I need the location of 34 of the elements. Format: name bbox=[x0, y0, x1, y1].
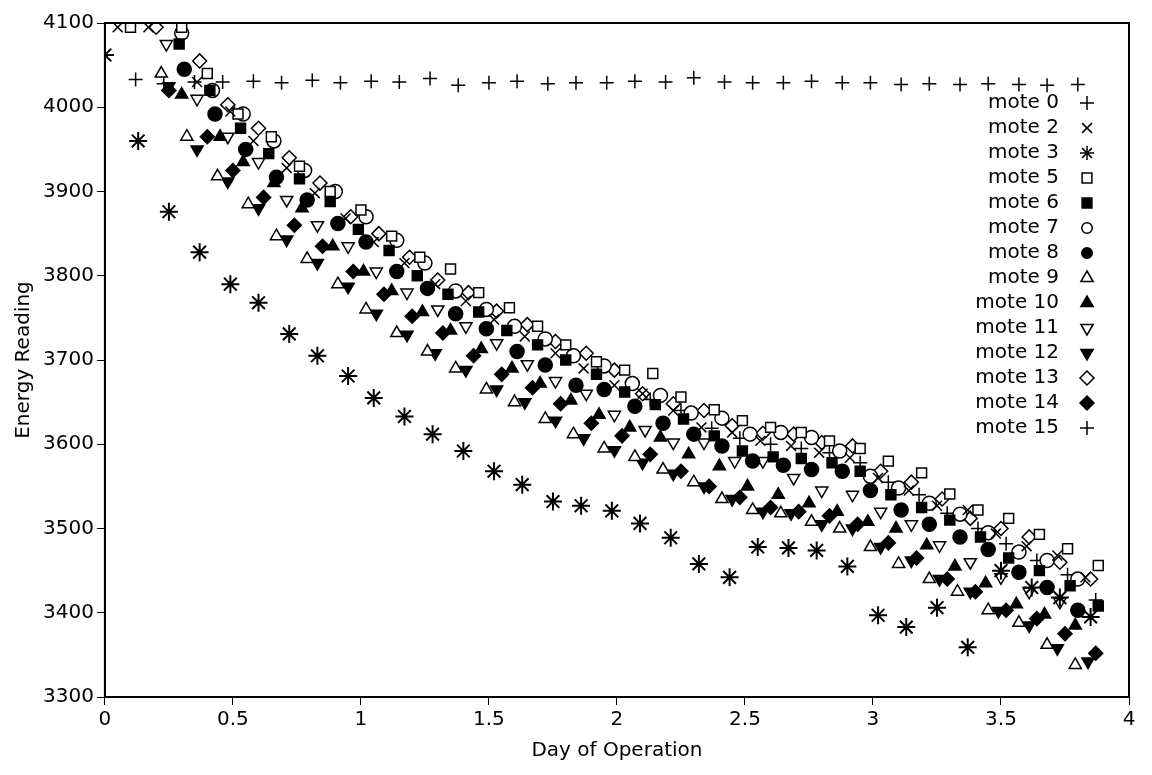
legend-label: mote 11 bbox=[975, 314, 1059, 339]
legend-label: mote 3 bbox=[988, 139, 1059, 164]
legend-label: mote 8 bbox=[988, 239, 1059, 264]
y-axis-title: Energy Reading bbox=[10, 281, 35, 439]
x-axis-title: Day of Operation bbox=[531, 737, 703, 762]
x-tick-label: 2.5 bbox=[729, 706, 761, 731]
legend-label: mote 14 bbox=[975, 389, 1059, 414]
y-tick-label: 3300 bbox=[42, 683, 94, 708]
y-tick-label: 3700 bbox=[42, 346, 94, 371]
y-tick-label: 3500 bbox=[42, 514, 94, 539]
legend-label: mote 0 bbox=[988, 89, 1059, 114]
legend-label: mote 13 bbox=[975, 364, 1059, 389]
legend-label: mote 2 bbox=[988, 114, 1059, 139]
y-tick-label: 4000 bbox=[42, 93, 94, 118]
y-tick-label: 3400 bbox=[42, 598, 94, 623]
legend-label: mote 9 bbox=[988, 264, 1059, 289]
x-tick-label: 0 bbox=[98, 706, 112, 731]
legend-label: mote 15 bbox=[975, 414, 1059, 439]
y-tick-label: 3800 bbox=[42, 261, 94, 286]
x-tick-label: 4 bbox=[1122, 706, 1136, 731]
x-tick-label: 0.5 bbox=[217, 706, 249, 731]
y-tick-label: 3900 bbox=[42, 177, 94, 202]
legend-label: mote 5 bbox=[988, 164, 1059, 189]
x-tick-label: 1.5 bbox=[473, 706, 505, 731]
x-tick-label: 3 bbox=[866, 706, 880, 731]
y-tick-label: 3600 bbox=[42, 430, 94, 455]
y-tick-label: 4100 bbox=[42, 9, 94, 34]
x-tick-label: 1 bbox=[354, 706, 368, 731]
x-tick-label: 3.5 bbox=[985, 706, 1017, 731]
legend-label: mote 7 bbox=[988, 214, 1059, 239]
x-tick-label: 2 bbox=[610, 706, 624, 731]
legend-label: mote 12 bbox=[975, 339, 1059, 364]
legend-label: mote 6 bbox=[988, 189, 1059, 214]
legend-label: mote 10 bbox=[975, 289, 1059, 314]
